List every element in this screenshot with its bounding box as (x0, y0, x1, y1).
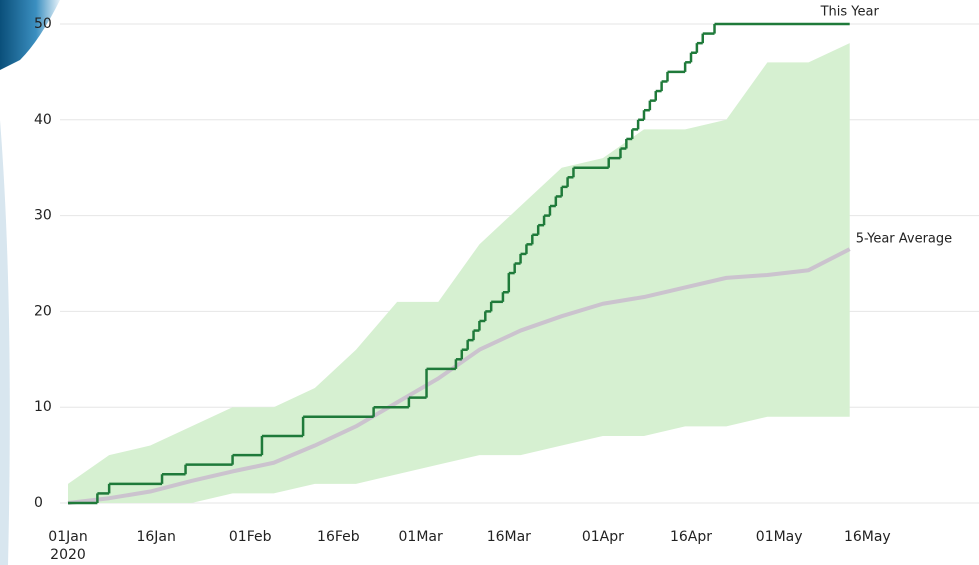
x-tick-label: 16Feb (317, 529, 360, 545)
chart: 0 10 20 30 40 50 01Jan 16Jan 01Feb 16Feb 01Mar 16Ma… (0, 0, 979, 565)
x-tick-label: 01Jan (48, 529, 87, 545)
y-tick-label: 50 (34, 16, 52, 32)
x-year-label: 2020 (50, 547, 86, 563)
x-tick-label: 16Jan (136, 529, 175, 545)
decoration (0, 0, 60, 70)
x-tick-label: 01May (756, 529, 803, 545)
x-tick-label: 01Apr (582, 529, 624, 545)
x-tick-label: 16Apr (670, 529, 712, 545)
x-tick-label: 16Mar (487, 529, 531, 545)
decoration (0, 120, 10, 565)
band-layer (68, 43, 850, 503)
series-label: This Year (820, 5, 880, 20)
x-tick-label: 16May (844, 529, 891, 545)
y-tick-label: 0 (34, 495, 43, 511)
y-tick-label: 30 (34, 208, 52, 224)
x-tick-label: 01Mar (399, 529, 443, 545)
x-tick-label: 01Feb (229, 529, 272, 545)
y-tick-label: 40 (34, 112, 52, 128)
range-band (68, 43, 850, 503)
y-tick-label: 20 (34, 303, 52, 319)
series-label: 5-Year Average (856, 232, 952, 247)
y-tick-label: 10 (34, 399, 52, 415)
